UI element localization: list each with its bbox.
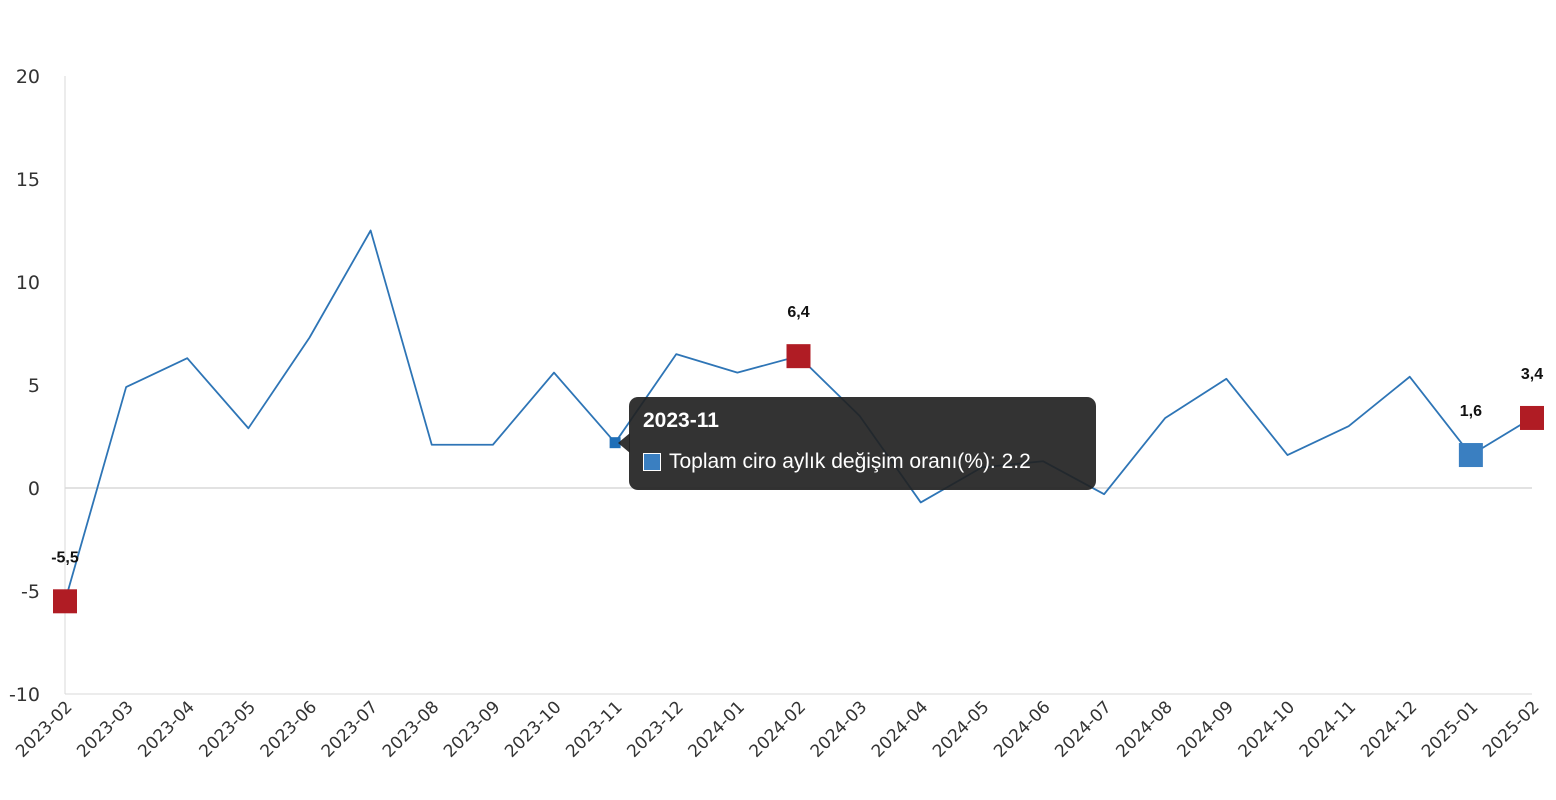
y-tick-label: -5 <box>21 581 40 603</box>
y-tick-label: 15 <box>16 169 40 191</box>
x-tick-label: 2023-02 <box>12 697 76 761</box>
data-label: 6,4 <box>787 304 809 321</box>
tooltip-arrow <box>618 433 630 453</box>
y-tick-label: 5 <box>28 375 40 397</box>
x-tick-label: 2024-10 <box>1235 697 1299 761</box>
x-tick-label: 2023-08 <box>379 697 443 761</box>
x-tick-label: 2023-04 <box>134 697 198 761</box>
x-tick-label: 2024-09 <box>1174 697 1238 761</box>
x-tick-label: 2024-04 <box>868 697 932 761</box>
data-label: -5,5 <box>51 549 79 566</box>
data-label: 1,6 <box>1460 403 1482 420</box>
y-tick-label: 10 <box>16 272 40 294</box>
x-tick-label: 2023-03 <box>73 697 137 761</box>
x-tick-label: 2023-09 <box>440 697 504 761</box>
hover-point-marker <box>609 437 621 449</box>
highlight-point-marker <box>1458 443 1483 468</box>
x-tick-label: 2025-02 <box>1479 697 1543 761</box>
y-tick-label: 20 <box>16 66 40 88</box>
x-tick-label: 2024-05 <box>929 697 993 761</box>
tooltip-row: Toplam ciro aylık değişim oranı(%): 2.2 <box>643 450 1082 474</box>
x-tick-label: 2023-07 <box>318 697 382 761</box>
x-tick-label: 2024-08 <box>1112 697 1176 761</box>
x-tick-label: 2024-06 <box>990 697 1054 761</box>
tooltip: 2023-11 Toplam ciro aylık değişim oranı(… <box>629 397 1096 490</box>
highlight-point-marker <box>1520 405 1544 430</box>
x-tick-label: 2023-06 <box>257 697 321 761</box>
x-tick-label: 2023-11 <box>562 697 626 761</box>
y-tick-label: -10 <box>9 684 40 706</box>
x-tick-label: 2025-01 <box>1418 697 1482 761</box>
x-tick-label: 2023-12 <box>623 697 687 761</box>
x-tick-label: 2023-05 <box>196 697 260 761</box>
data-label: 3,4 <box>1521 366 1543 383</box>
series-swatch <box>643 453 661 471</box>
x-tick-label: 2024-07 <box>1051 697 1115 761</box>
highlight-point-marker <box>53 589 77 614</box>
y-tick-label: 0 <box>28 478 40 500</box>
tooltip-value: Toplam ciro aylık değişim oranı(%): 2.2 <box>669 450 1031 473</box>
x-tick-label: 2023-10 <box>501 697 565 761</box>
x-tick-label: 2024-11 <box>1296 697 1360 761</box>
x-tick-label: 2024-02 <box>746 697 810 761</box>
x-tick-label: 2024-01 <box>685 697 749 761</box>
x-tick-label: 2024-03 <box>807 697 871 761</box>
highlight-point-marker <box>786 344 811 369</box>
x-tick-label: 2024-12 <box>1357 697 1421 761</box>
tooltip-title: 2023-11 <box>643 409 719 432</box>
